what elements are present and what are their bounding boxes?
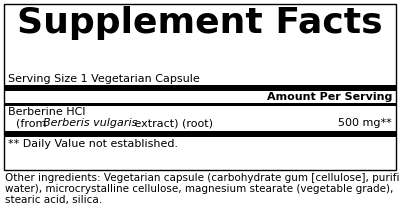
Bar: [4, 85, 396, 91]
Bar: [4, 131, 396, 137]
Text: Amount Per Serving: Amount Per Serving: [267, 92, 392, 102]
Text: Supplement Facts: Supplement Facts: [17, 6, 383, 40]
Text: Serving Size 1 Vegetarian Capsule: Serving Size 1 Vegetarian Capsule: [8, 74, 200, 84]
Bar: [4, 4, 396, 170]
Text: stearic acid, silica.: stearic acid, silica.: [5, 195, 102, 205]
Bar: [4, 103, 396, 106]
Text: water), microcrystalline cellulose, magnesium stearate (vegetable grade),: water), microcrystalline cellulose, magn…: [5, 184, 393, 194]
Text: ** Daily Value not established.: ** Daily Value not established.: [8, 139, 178, 149]
Text: 500 mg**: 500 mg**: [338, 118, 392, 128]
Text: Other ingredients: Vegetarian capsule (carbohydrate gum [cellulose], purified: Other ingredients: Vegetarian capsule (c…: [5, 173, 400, 183]
Text: extract) (root): extract) (root): [131, 118, 213, 128]
Text: Berberine HCl: Berberine HCl: [8, 107, 86, 117]
Text: Berberis vulgaris: Berberis vulgaris: [43, 118, 137, 128]
Text: (from: (from: [16, 118, 50, 128]
